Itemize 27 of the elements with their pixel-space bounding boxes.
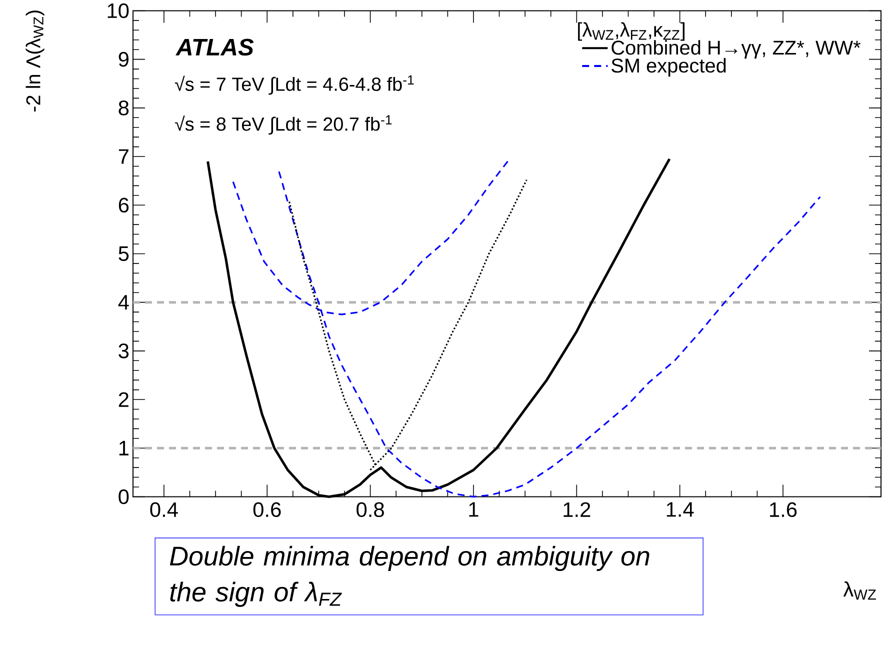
legend-label: Combined H→γγ, ZZ*, WW* (612, 40, 861, 59)
y-tick-label: 3 (118, 344, 129, 358)
annotation: √s = 8 TeV ∫Ldt = 20.7 fb$^{-1}$ (174, 115, 392, 135)
legend-label: SM expected (612, 58, 726, 77)
y-tick-label: 0 (118, 489, 129, 504)
x-tick-label: 1.2 (564, 502, 590, 517)
x-tick-label: 0.6 (253, 502, 281, 518)
y-tick-label: 9 (118, 52, 128, 67)
y-tick-label: 4 (118, 295, 129, 310)
y-axis-title: -2 ln Λ(λ$_{WZ}$) (26, 10, 44, 112)
y-tick-label: 5 (118, 246, 129, 262)
y-tick-label: 10 (108, 3, 129, 18)
y-tick-label: 7 (118, 149, 128, 164)
y-tick-label: 8 (118, 100, 129, 116)
text: Double minima depend on ambiguity on the sign of λ$_{FZ}$ (170, 546, 650, 608)
x-tick-label: 1 (469, 502, 478, 517)
x-axis-title: λ$_{WZ}$ (843, 582, 876, 600)
x-tick-label: 0.8 (356, 502, 384, 518)
x-tick-label: 1.6 (770, 502, 797, 518)
legend-title: [λ$_{WZ}$,λ$_{FZ}$,κ$_{ZZ}$] (578, 22, 684, 41)
y-tick-label: 6 (118, 198, 129, 213)
y-tick-label: 1 (119, 441, 128, 456)
annotation: ATLAS (176, 38, 254, 56)
x-tick-label: 1.4 (666, 502, 694, 517)
annotation: √s = 7 TeV ∫Ldt = 4.6-4.8 fb$^{-1}$ (174, 76, 414, 95)
y-tick-label: 2 (118, 392, 128, 407)
x-tick-label: 0.4 (150, 502, 178, 518)
